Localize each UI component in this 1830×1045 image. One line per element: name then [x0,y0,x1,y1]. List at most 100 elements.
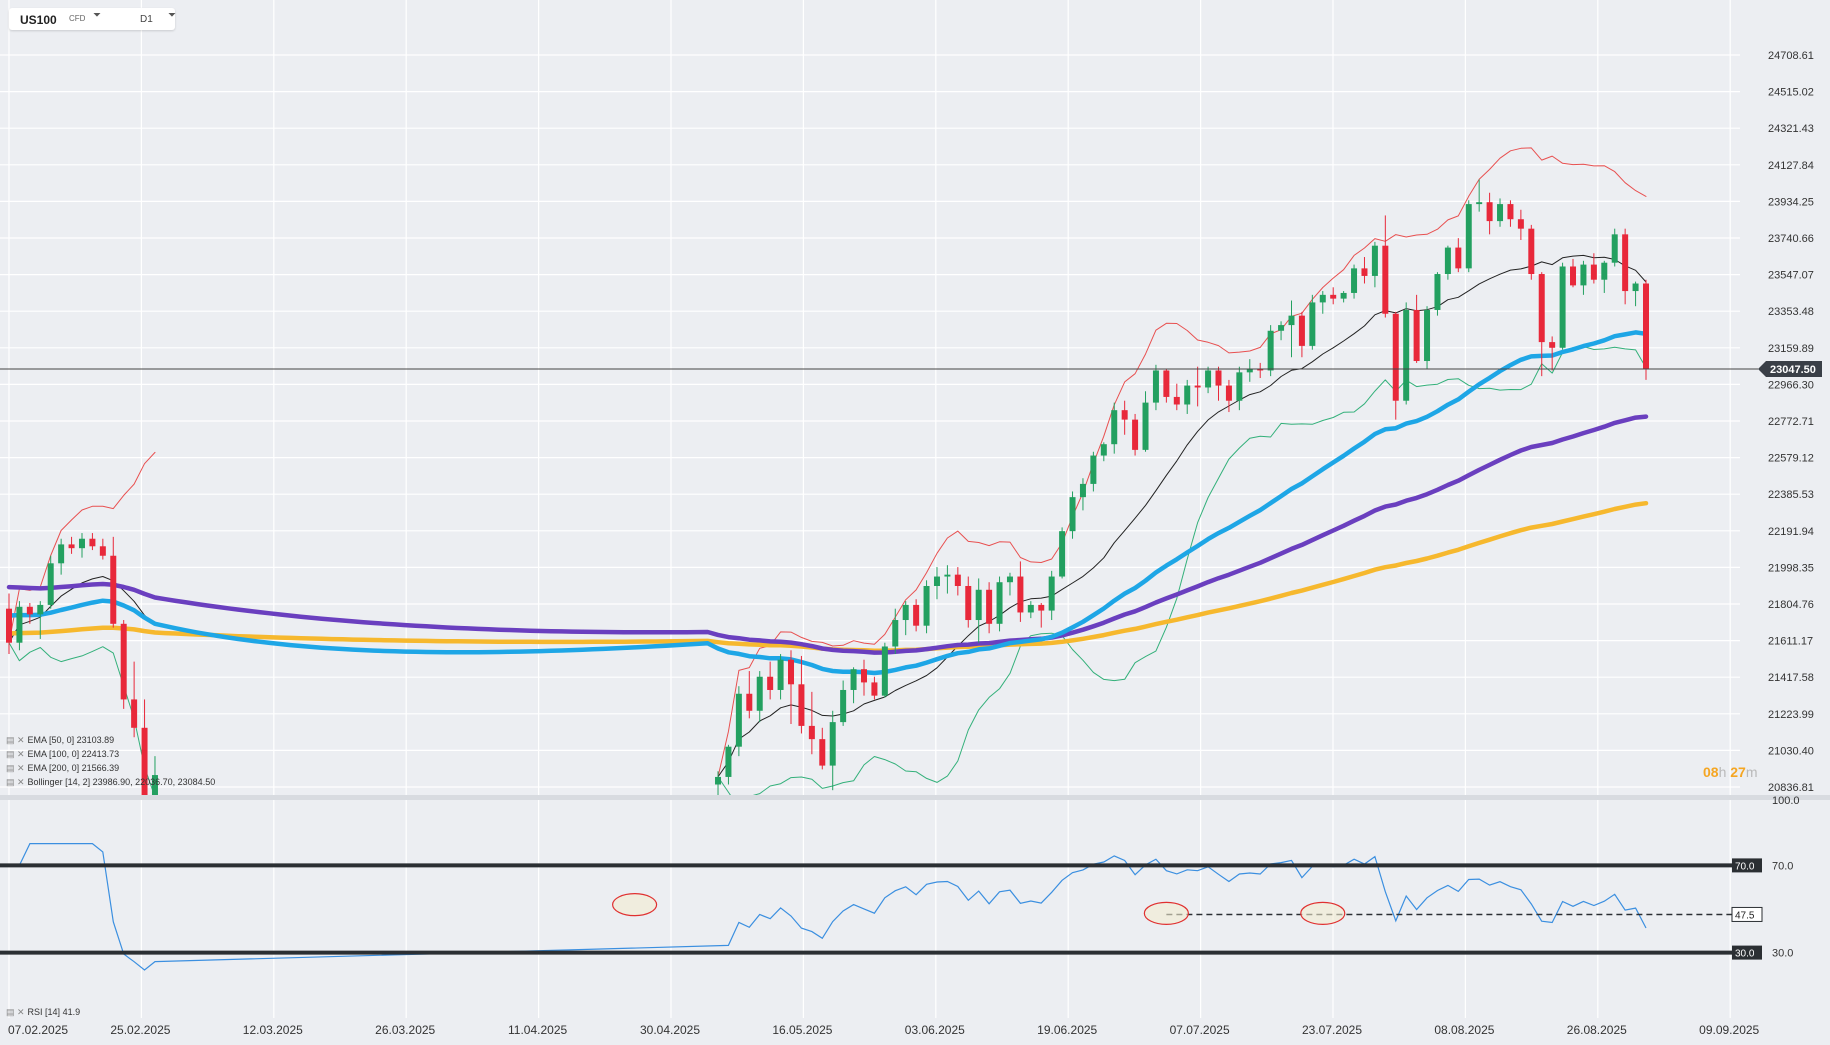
x-tick-label: 30.04.2025 [640,1023,700,1037]
settings-icon[interactable]: ▤ ✕ [6,763,25,773]
candle-body [1590,264,1597,280]
candle-body [913,604,920,626]
candle-body [1173,396,1180,405]
candle-body [1288,315,1295,326]
candle-body [1517,219,1524,229]
candle-body [1570,266,1577,286]
settings-icon[interactable]: ▤ ✕ [6,777,25,787]
candle-body [923,585,930,626]
candle-body [1580,264,1587,286]
y-tick-label: 21223.99 [1768,709,1814,721]
candle-body [735,693,742,747]
y-tick-label: 24515.02 [1768,87,1814,99]
candle-body [110,555,117,624]
bollinger-lower-line [8,642,155,795]
candle-body [1486,202,1493,222]
settings-icon[interactable]: ▤ ✕ [6,749,25,759]
legend-rsi[interactable]: ▤ ✕ RSI [14] 41.9 [6,1007,80,1018]
candle-body [1622,234,1629,292]
candle-body [1038,604,1045,611]
candle-body [1278,325,1285,331]
candle-body [1100,444,1107,456]
legend-rsi-text: RSI [14] 41.9 [27,1007,81,1017]
x-tick-label: 16.05.2025 [772,1023,832,1037]
candle-body [1643,283,1649,370]
candle-body [26,606,33,615]
candle-body [829,722,836,766]
x-tick-label: 26.08.2025 [1567,1023,1627,1037]
rsi-highlight-ellipse [1300,901,1346,925]
last-price-label: 23047.50 [1770,364,1816,376]
candle-body [1340,292,1347,299]
candle-body [1298,315,1305,346]
candle-body [151,775,158,795]
y-tick-label: 21804.76 [1768,599,1814,611]
symbol-selector[interactable]: US100 CFD ⏷ D1 ⏷ [9,8,176,30]
candle-body [131,699,138,728]
candle-body [1132,419,1139,450]
last-price-tag [1758,361,1822,378]
candle-body [1507,204,1514,220]
y-tick-label: 22966.30 [1768,379,1814,391]
candle-body [1476,202,1483,205]
candle-body [1006,576,1013,583]
x-tick-label: 25.02.2025 [110,1023,170,1037]
ema100-line [6,414,1649,655]
legend-ema200[interactable]: ▤ ✕ EMA [200, 0] 21566.39 [6,763,119,774]
candle-body [1017,576,1024,613]
candle-body [47,563,54,605]
candle-body [1246,368,1253,373]
candle-body [1549,342,1556,348]
candle-countdown: 08h 27m [1703,764,1758,780]
candle-body [840,689,847,723]
rsi-highlight-ellipse [1143,901,1189,925]
candle-body [767,676,774,690]
x-tick-label: 08.08.2025 [1434,1023,1494,1037]
candle-body [89,538,96,547]
candle-body [58,544,65,564]
symbol-type: CFD [69,14,86,23]
candle-body [141,727,148,795]
timeframe-chevron-icon[interactable]: ⏷ [168,10,176,21]
timeframe-label[interactable]: D1 [140,14,153,25]
candle-body [788,659,795,685]
candle-body [1413,309,1420,362]
candle-body [1194,385,1201,388]
chevron-down-icon[interactable]: ⏷ [93,10,101,21]
candle-body [120,623,127,700]
x-tick-label: 11.04.2025 [508,1023,567,1037]
y-tick-label: 21030.40 [1768,745,1814,757]
settings-icon[interactable]: ▤ ✕ [6,735,25,745]
rsi-axis-label: 70.0 [1772,860,1793,872]
panel-divider [0,795,1830,800]
ema50-line [6,330,1649,676]
candle-body [975,589,982,621]
y-tick-label: 24708.61 [1768,50,1814,62]
legend-ema50[interactable]: ▤ ✕ EMA [50, 0] 23103.89 [6,735,114,746]
symbol-name: US100 [20,13,57,27]
y-tick-label: 24321.43 [1768,123,1814,135]
rsi-highlight-ellipse [612,893,658,917]
candle-body [1330,294,1337,299]
x-tick-label: 03.06.2025 [905,1023,965,1037]
candle-body [78,538,85,549]
candle-body [1048,576,1055,611]
legend-bollinger[interactable]: ▤ ✕ Bollinger [14, 2] 23986.90, 22036.70,… [6,777,215,788]
candle-body [1225,385,1232,401]
rsi-level-tag-label: 30.0 [1735,949,1755,960]
candle-body [1142,402,1149,450]
x-tick-label: 26.03.2025 [375,1023,435,1037]
settings-icon[interactable]: ▤ ✕ [6,1007,25,1017]
x-tick-label: 12.03.2025 [243,1023,303,1037]
candle-body [1351,268,1358,293]
y-tick-label: 23934.25 [1768,196,1814,208]
legend-ema100[interactable]: ▤ ✕ EMA [100, 0] 22413.73 [6,749,119,760]
candle-body [1434,274,1441,310]
x-tick-label: 07.07.2025 [1170,1023,1230,1037]
candle-body [850,669,857,690]
candle-body [1184,385,1191,405]
bollinger-lower-line [717,346,1647,795]
candle-body [6,608,12,643]
candle-body [892,620,899,647]
